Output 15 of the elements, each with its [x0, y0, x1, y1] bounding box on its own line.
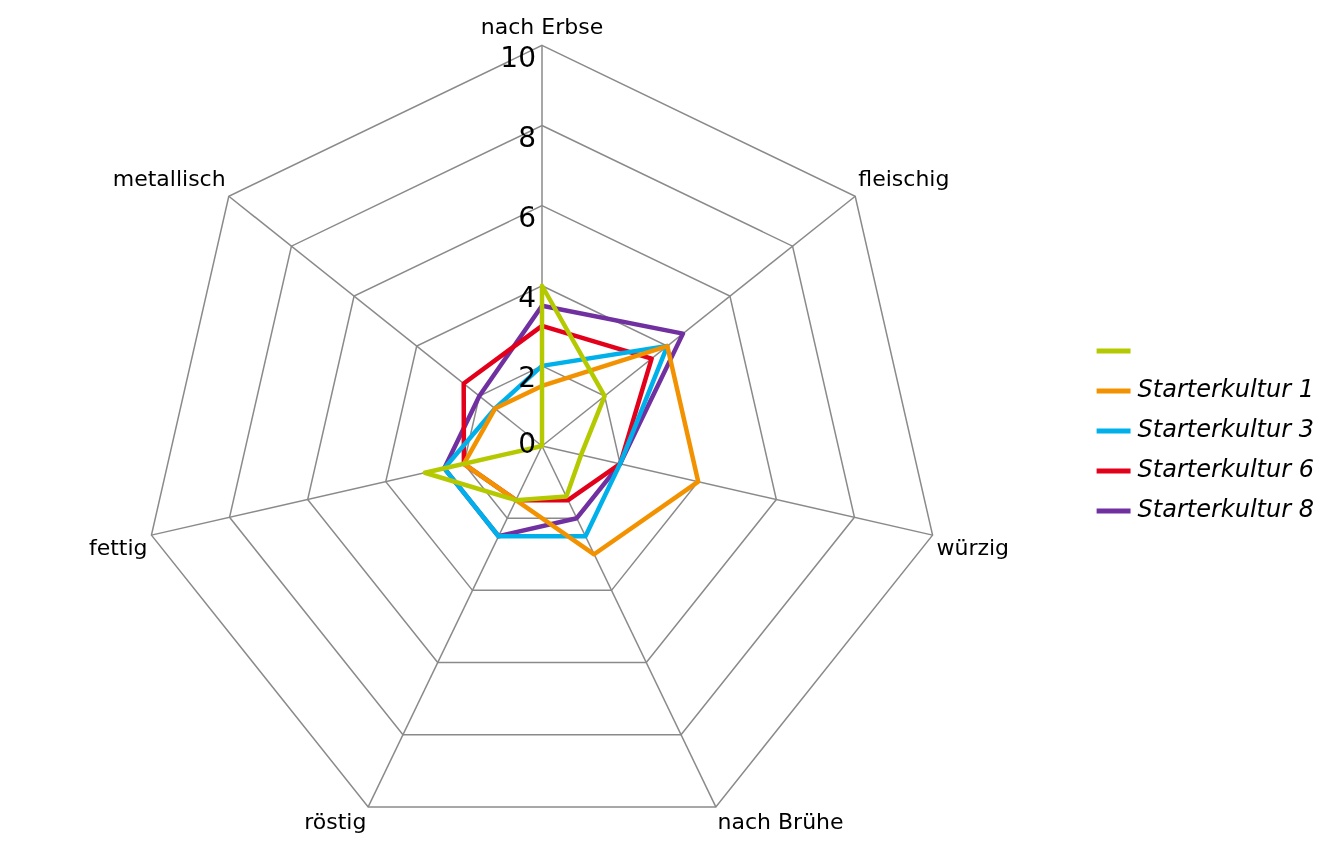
legend-label: Starterkultur 1	[1137, 375, 1315, 404]
legend-label: Starterkultur 3	[1137, 415, 1315, 444]
spoke-label: fettig	[88, 534, 148, 560]
y-tick-label: 8	[518, 120, 536, 154]
spoke-label: röstig	[304, 809, 367, 835]
spoke-label: metallisch	[112, 166, 226, 192]
y-tick-label: 4	[518, 281, 536, 315]
legend-label: Starterkultur 6	[1137, 455, 1315, 484]
spoke-label: nach Brühe	[717, 809, 844, 835]
spoke-label: nach Erbse	[480, 13, 604, 39]
spoke-label: fleischig	[858, 166, 950, 192]
spoke-label: würzig	[936, 534, 1010, 560]
y-tick-label: 6	[518, 200, 536, 234]
y-tick-label: 10	[500, 40, 536, 74]
legend-label: Starterkultur 8	[1137, 495, 1315, 524]
